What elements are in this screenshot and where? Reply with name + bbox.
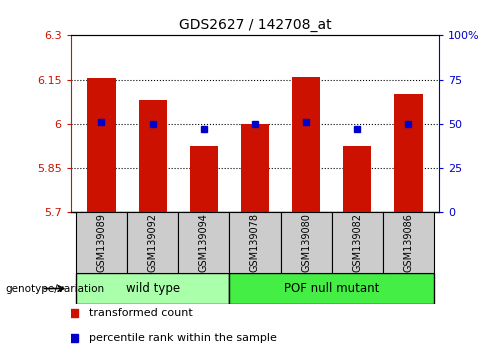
Title: GDS2627 / 142708_at: GDS2627 / 142708_at	[179, 18, 331, 32]
Text: GSM139094: GSM139094	[199, 213, 209, 272]
Bar	[139, 100, 167, 212]
Text: transformed count: transformed count	[89, 308, 193, 318]
Bar	[281, 212, 332, 273]
Bar	[383, 212, 434, 273]
Bar	[76, 273, 229, 304]
Bar	[241, 124, 269, 212]
Text: GSM139086: GSM139086	[404, 213, 413, 272]
Bar	[76, 212, 127, 273]
Text: GSM139089: GSM139089	[97, 213, 106, 272]
Bar	[229, 273, 434, 304]
Text: wild type: wild type	[125, 282, 180, 295]
Bar	[127, 212, 178, 273]
Bar	[178, 212, 229, 273]
Text: GSM139080: GSM139080	[301, 213, 311, 272]
Text: GSM139082: GSM139082	[352, 213, 362, 272]
Bar	[394, 95, 423, 212]
Text: GSM139078: GSM139078	[250, 213, 260, 272]
Text: percentile rank within the sample: percentile rank within the sample	[89, 333, 277, 343]
Text: GSM139092: GSM139092	[148, 213, 158, 272]
Bar	[292, 77, 320, 212]
Bar	[87, 78, 116, 212]
Text: genotype/variation: genotype/variation	[5, 284, 104, 293]
Bar	[332, 212, 383, 273]
Text: POF null mutant: POF null mutant	[284, 282, 380, 295]
Bar	[343, 146, 371, 212]
Bar	[190, 146, 218, 212]
Bar	[229, 212, 281, 273]
